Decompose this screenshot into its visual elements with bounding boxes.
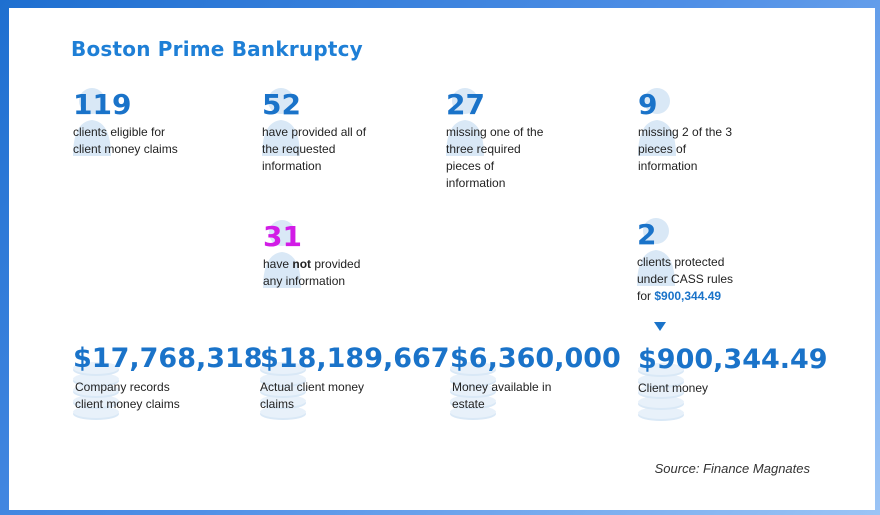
person-icon <box>637 218 675 286</box>
source-credit: Source: Finance Magnates <box>654 461 810 476</box>
coins-icon <box>638 363 684 421</box>
infographic-card <box>9 8 875 510</box>
stat-description: missing one of the three required pieces… <box>446 125 544 190</box>
stat-text: clients protected under CASS rules for <box>637 255 734 303</box>
stat-not-provided: 31 have not provided any information <box>263 220 360 290</box>
money-amount: $18,189,667 <box>260 343 450 374</box>
coins-icon <box>450 362 496 420</box>
stat-description: missing 2 of the 3 pieces of information <box>638 125 733 173</box>
stat-description: have provided all of the requested infor… <box>262 125 367 173</box>
stat-provided-all: 52 have provided all of the requested in… <box>262 88 367 175</box>
stat-description: clients protected under CASS rules for $… <box>637 254 733 305</box>
page-title: Boston Prime Bankruptcy <box>71 37 363 61</box>
money-actual-claims: $18,189,667 Actual client money claims <box>260 343 450 420</box>
stat-text-after: provided any information <box>263 257 361 288</box>
stat-text-before: have <box>263 257 293 271</box>
money-description: Client money <box>638 381 709 395</box>
stat-number: 27 <box>446 88 485 121</box>
stat-missing-one: 27 missing one of the three required pie… <box>446 88 544 192</box>
person-icon <box>263 220 301 288</box>
stat-number: 31 <box>263 220 302 253</box>
arrow-down-icon <box>654 322 666 331</box>
person-icon <box>446 88 484 156</box>
money-client-money: $900,344.49 Client money <box>638 344 828 421</box>
stat-number: 9 <box>638 88 658 121</box>
money-description: Money available in estate <box>452 380 552 411</box>
money-available-estate: $6,360,000 Money available in estate <box>450 343 621 420</box>
money-amount: $900,344.49 <box>638 344 828 375</box>
money-description: Company records client money claims <box>75 380 180 411</box>
stat-text-bold: not <box>292 257 312 271</box>
stat-number: 119 <box>73 88 132 121</box>
stat-number: 2 <box>637 218 657 251</box>
stat-missing-two: 9 missing 2 of the 3 pieces of informati… <box>638 88 733 175</box>
stat-cass-protected: 2 clients protected under CASS rules for… <box>637 218 733 305</box>
coins-icon <box>260 362 306 420</box>
person-icon <box>262 88 300 156</box>
money-description: Actual client money claims <box>260 380 365 411</box>
stat-number: 52 <box>262 88 301 121</box>
money-amount: $6,360,000 <box>450 343 621 374</box>
stat-description: have not provided any information <box>263 256 360 290</box>
money-company-records: $17,768,318 Company records client money… <box>73 343 263 420</box>
stat-description: clients eligible for client money claims <box>73 125 178 156</box>
money-amount: $17,768,318 <box>73 343 263 374</box>
person-icon <box>73 88 111 156</box>
stat-highlight-amount: $900,344.49 <box>654 289 722 303</box>
coins-icon <box>73 362 119 420</box>
person-icon <box>638 88 676 156</box>
stat-clients-eligible: 119 clients eligible for client money cl… <box>73 88 178 158</box>
